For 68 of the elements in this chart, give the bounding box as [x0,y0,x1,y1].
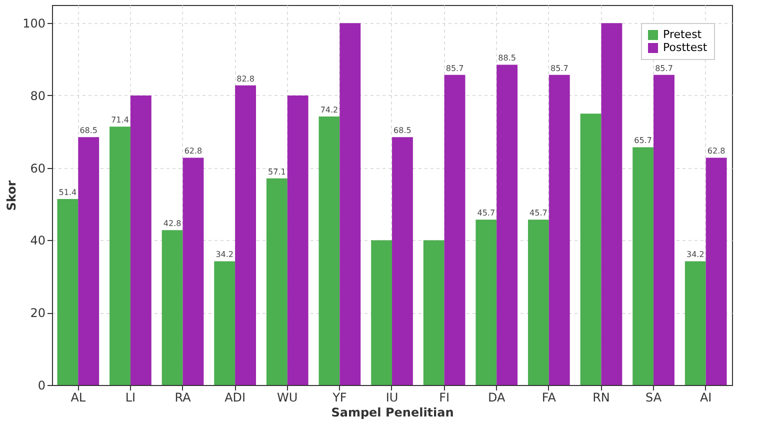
bar [548,74,570,385]
data-label: 82.8 [236,74,254,84]
x-tick-label: FA [542,390,557,404]
x-tick-label: AL [70,390,86,404]
x-tick-label: RN [592,390,610,404]
bar [423,240,444,385]
bar [444,74,466,385]
x-tick-label: YF [332,390,347,404]
bar [528,220,549,385]
y-tick-label: 100 [22,16,46,31]
x-tick-label: RA [174,390,192,404]
bar [392,137,413,385]
bar [476,220,497,385]
bar [371,240,392,385]
bar [214,261,236,385]
bar [496,64,518,385]
data-label: 34.2 [686,250,704,260]
bar [110,126,130,385]
data-label: 74.2 [320,105,338,114]
x-tick-label: SA [646,390,662,404]
bar [57,198,78,385]
data-label: 85.7 [550,64,568,73]
bar [654,74,674,385]
bar [130,95,152,385]
y-axis-title: Skor [4,180,19,211]
data-label: 85.7 [446,64,464,73]
y-tick-label: 0 [38,378,46,392]
x-tick-label: FI [439,390,450,404]
bar [601,23,622,385]
x-axis-title: Sampel Penelitian [331,406,454,420]
legend-label: Posttest [663,41,708,54]
y-tick-label: 60 [30,161,46,176]
bar [182,158,204,385]
y-tick-label: 80 [30,88,46,103]
x-tick-label: ADI [224,390,246,404]
data-label: 65.7 [634,136,652,146]
bar [162,230,183,385]
data-label: 45.7 [530,208,548,218]
data-label: 42.8 [163,219,182,228]
bar [78,137,100,385]
x-tick-label: DA [488,390,506,404]
data-label: 62.8 [184,146,202,156]
bar [706,158,727,385]
bar [318,116,340,385]
data-label: 68.5 [80,126,98,136]
bar [266,178,288,385]
bar [340,23,361,385]
bar [580,114,602,385]
bar [632,147,654,385]
y-tick-label: 40 [30,234,46,248]
legend-label: Pretest [663,28,702,41]
x-tick-label: AI [700,390,712,404]
bar [235,85,256,385]
x-tick-label: WU [277,390,298,404]
data-label: 57.1 [268,167,286,176]
data-label: 71.4 [111,116,129,125]
data-label: 34.2 [216,250,234,260]
bar [287,95,308,385]
data-label: 88.5 [498,54,516,63]
x-tick-label: LI [125,390,136,404]
data-label: 68.5 [394,126,412,136]
data-label: 51.4 [58,188,77,197]
y-tick-label: 20 [30,306,46,320]
data-label: 85.7 [655,64,673,73]
data-label: 45.7 [477,208,496,218]
data-label: 62.8 [707,146,726,156]
x-tick-label: IU [386,390,398,404]
bar [684,261,706,385]
